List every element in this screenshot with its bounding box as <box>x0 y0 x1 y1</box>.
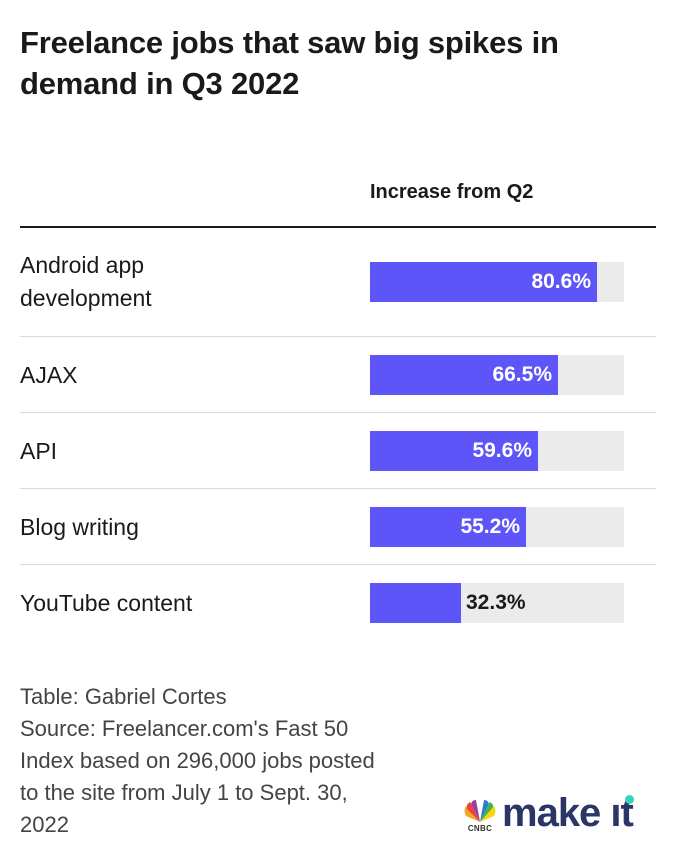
bar-value-label: 55.2% <box>460 515 520 538</box>
bar-value-label: 59.6% <box>472 439 532 462</box>
bar-track: 55.2% <box>370 507 624 547</box>
row-label-line: Android app <box>20 252 145 278</box>
bar-track: 32.3% <box>370 583 624 623</box>
header-divider <box>20 226 656 228</box>
row-label-line: development <box>20 285 152 311</box>
bar-track: 80.6% <box>370 262 624 302</box>
bar-value-label: 32.3% <box>466 591 526 614</box>
row-divider <box>20 488 656 489</box>
bar-value-label: 80.6% <box>531 270 591 293</box>
chart-title: Freelance jobs that saw big spikes in de… <box>20 25 559 101</box>
logo-dot <box>625 795 634 804</box>
bar-value-label: 66.5% <box>492 363 552 386</box>
row-divider <box>20 412 656 413</box>
source-line: 2022 <box>20 812 69 837</box>
brand-logo: CNBC make ıt <box>462 790 662 838</box>
bar <box>370 507 526 547</box>
credit-line: Table: Gabriel Cortes <box>20 684 227 709</box>
source-line: Source: Freelancer.com's Fast 50 <box>20 716 349 741</box>
row-label: Android app development <box>20 249 350 315</box>
row-divider <box>20 336 656 337</box>
row-divider <box>20 564 656 565</box>
source-line: to the site from July 1 to Sept. 30, <box>20 780 348 805</box>
row-label: YouTube content <box>20 590 193 616</box>
table-row: Blog writing 55.2% <box>20 489 656 565</box>
bar <box>370 355 558 395</box>
table-row: YouTube content 32.3% <box>20 565 656 641</box>
bar-track: 66.5% <box>370 355 624 395</box>
bar-track: 59.6% <box>370 431 624 471</box>
bar <box>370 583 461 623</box>
footnote: Table: Gabriel Cortes Source: Freelancer… <box>20 681 460 841</box>
table-row: Android app development 80.6% <box>20 229 656 337</box>
peacock-logo-icon <box>464 800 496 822</box>
make-it-wordmark: make ıt <box>502 790 634 836</box>
row-label: API <box>20 438 58 464</box>
bar <box>370 262 597 302</box>
table-row: API 59.6% <box>20 413 656 489</box>
bar <box>370 431 538 471</box>
row-label: AJAX <box>20 362 78 388</box>
brand-name-head: make <box>502 791 611 835</box>
table-row: AJAX 66.5% <box>20 337 656 413</box>
network-wordmark: CNBC <box>467 824 493 833</box>
column-header: Increase from Q2 <box>370 181 534 203</box>
row-label: Blog writing <box>20 514 139 540</box>
source-line: Index based on 296,000 jobs posted <box>20 748 375 773</box>
